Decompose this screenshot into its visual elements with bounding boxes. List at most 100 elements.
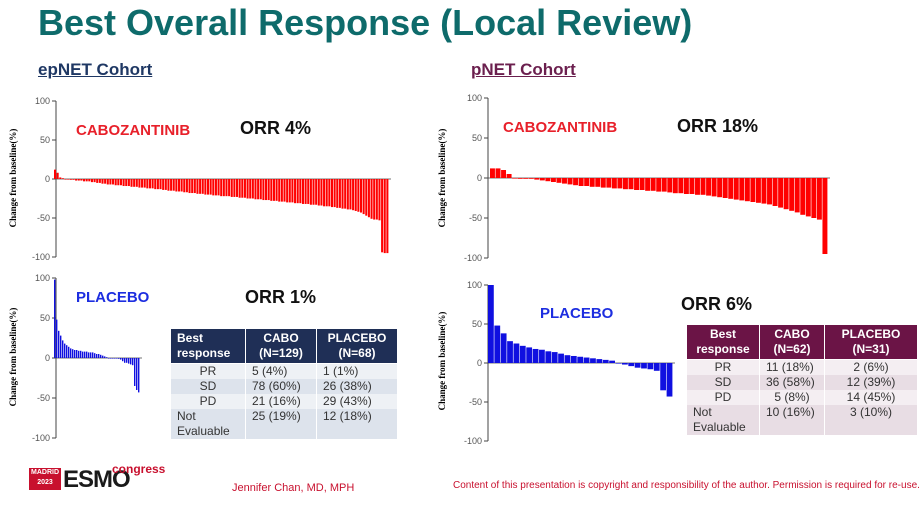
table-cell: Not Evaluable xyxy=(170,409,246,439)
waterfall-bar xyxy=(526,347,533,363)
waterfall-bar xyxy=(225,179,228,197)
waterfall-bar xyxy=(528,178,534,179)
waterfall-bar xyxy=(381,179,384,253)
waterfall-bar xyxy=(711,178,717,197)
waterfall-bar xyxy=(789,178,795,211)
waterfall-bar xyxy=(378,179,381,221)
waterfall-bar xyxy=(96,354,98,358)
waterfall-bar xyxy=(209,179,212,195)
table-cell: 25 (19%) xyxy=(245,409,317,439)
waterfall-bar xyxy=(85,179,88,182)
waterfall-bar xyxy=(80,350,82,358)
waterfall-bar xyxy=(96,179,99,183)
waterfall-bar xyxy=(193,179,196,194)
waterfall-bar xyxy=(124,358,126,363)
waterfall-bar xyxy=(114,179,117,186)
table-cell: SD xyxy=(170,379,246,394)
y-tick-label: 100 xyxy=(467,93,482,103)
waterfall-bar xyxy=(641,363,647,369)
waterfall-bar xyxy=(143,179,146,188)
esmo-logo: MADRID 2023 ESMO congress xyxy=(29,462,165,494)
waterfall-bar xyxy=(650,178,656,191)
waterfall-bar xyxy=(94,353,96,358)
waterfall-bar xyxy=(794,178,800,213)
waterfall-bar xyxy=(134,358,136,386)
waterfall-bar xyxy=(706,178,712,196)
y-tick-label: 100 xyxy=(35,273,50,283)
table-row: Not Evaluable 10 (16%) 3 (10%) xyxy=(686,405,918,435)
waterfall-bar xyxy=(606,178,612,188)
waterfall-bar xyxy=(570,355,577,363)
waterfall-bar xyxy=(156,179,159,190)
pn-cabo-orr: ORR 18% xyxy=(677,116,759,136)
chart-pnet-placebo: 100 50 0 -50 -100 xyxy=(464,280,675,446)
waterfall-bar xyxy=(120,358,122,360)
waterfall-bar xyxy=(301,179,304,204)
waterfall-bar xyxy=(639,178,645,190)
waterfall-bar xyxy=(545,351,552,363)
waterfall-bar xyxy=(122,358,124,362)
page-title: Best Overall Response (Local Review) xyxy=(38,2,693,43)
waterfall-bar xyxy=(761,178,767,204)
waterfall-bar xyxy=(88,352,90,358)
y-tick-label: 0 xyxy=(477,358,482,368)
waterfall-bar xyxy=(159,179,162,190)
waterfall-bar xyxy=(104,356,106,358)
waterfall-bar xyxy=(130,179,133,187)
epnet-cohort-heading: epNET Cohort xyxy=(38,60,153,79)
waterfall-bar xyxy=(584,178,590,186)
table-row: SD 36 (58%) 12 (39%) xyxy=(686,375,918,390)
waterfall-bar xyxy=(259,179,262,200)
waterfall-bar xyxy=(590,358,596,363)
waterfall-bar xyxy=(609,360,615,363)
waterfall-bar xyxy=(75,179,78,181)
waterfall-bar xyxy=(564,355,571,363)
waterfall-bar xyxy=(54,279,56,358)
waterfall-bar xyxy=(88,179,91,182)
waterfall-bar xyxy=(109,179,112,185)
table-cell: 2 (6%) xyxy=(824,359,918,375)
waterfall-bar xyxy=(772,178,778,206)
waterfall-bar xyxy=(275,179,278,201)
waterfall-bar xyxy=(132,358,134,366)
waterfall-bar xyxy=(117,179,120,186)
waterfall-bar xyxy=(517,178,523,179)
waterfall-bar xyxy=(615,363,622,364)
waterfall-bar xyxy=(138,358,140,393)
logo-madrid-badge: MADRID 2023 xyxy=(29,468,61,490)
waterfall-bar xyxy=(106,357,108,358)
waterfall-bar xyxy=(556,178,562,183)
waterfall-bar xyxy=(188,179,191,194)
waterfall-bar xyxy=(112,179,115,185)
waterfall-bar xyxy=(645,178,651,191)
waterfall-bar xyxy=(238,179,241,198)
table-cell: 5 (8%) xyxy=(759,390,825,405)
waterfall-bar xyxy=(100,354,102,358)
table-header-best-response: Best response xyxy=(686,324,760,360)
table-cell: 12 (39%) xyxy=(824,375,918,390)
waterfall-bar xyxy=(92,352,94,358)
waterfall-bar xyxy=(294,179,297,204)
waterfall-bar xyxy=(148,179,151,189)
y-axis-label-pn-placebo: Change from baseline(%) xyxy=(437,311,447,411)
waterfall-bar xyxy=(64,343,66,358)
waterfall-bar xyxy=(80,179,83,181)
waterfall-bar xyxy=(241,179,244,198)
waterfall-bar xyxy=(135,179,138,187)
waterfall-bar xyxy=(494,325,501,363)
waterfall-bar xyxy=(112,358,114,359)
waterfall-bar xyxy=(90,352,92,358)
waterfall-bar xyxy=(299,179,302,204)
pnet-cohort-heading: pNET Cohort xyxy=(471,60,576,79)
waterfall-bar xyxy=(69,179,72,180)
y-tick-label: 50 xyxy=(472,319,482,329)
waterfall-bar xyxy=(183,179,186,193)
table-row: PD 5 (8%) 14 (45%) xyxy=(686,390,918,405)
waterfall-bar xyxy=(288,179,291,203)
waterfall-bar xyxy=(739,178,745,201)
waterfall-bar xyxy=(344,179,347,209)
waterfall-bar xyxy=(206,179,210,195)
waterfall-bar xyxy=(136,358,138,390)
waterfall-bar xyxy=(249,179,252,199)
waterfall-bar xyxy=(58,330,60,358)
